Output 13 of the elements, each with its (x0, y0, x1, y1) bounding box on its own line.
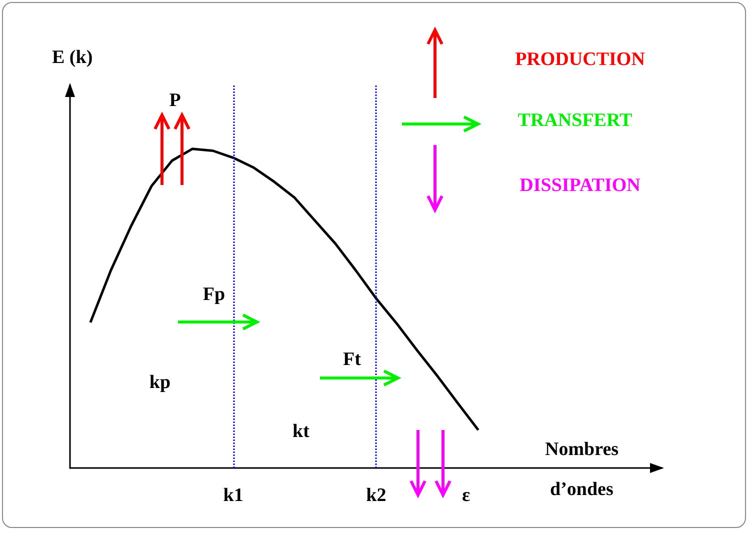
x-tick-label: k2 (366, 485, 386, 506)
text: PRODUCTION (515, 49, 645, 71)
text: P (169, 90, 181, 112)
x-axis-title: Nombres d’ondes (545, 439, 619, 500)
text: TRANSFERT (518, 110, 632, 132)
y-axis-title: E (k) (52, 47, 93, 68)
annotation: Ft (343, 349, 361, 371)
annotation: DISSIPATION (520, 175, 640, 197)
annotation: Fp (202, 284, 226, 306)
annotation: kt (292, 421, 310, 443)
annotation: kp (149, 372, 171, 394)
text: ε (462, 485, 470, 507)
x-tick-label: k1 (223, 485, 244, 506)
